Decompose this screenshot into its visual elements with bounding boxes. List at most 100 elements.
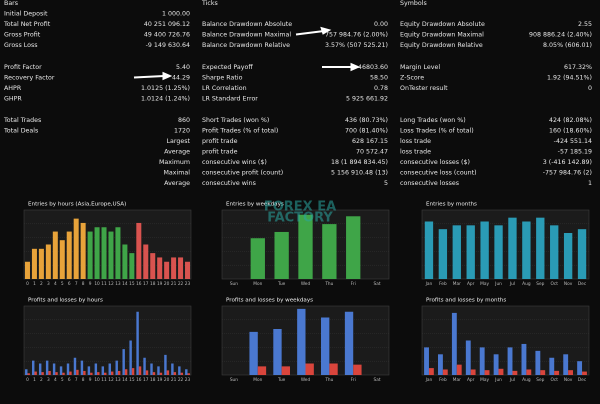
stat-value: 18 (1 894 834.45) [331,159,388,166]
x-tick-label: Jun [494,281,502,287]
stat-label: consecutive losses ($) [400,159,470,166]
x-tick-label: 10 [94,281,100,287]
stat-label: Maximal [163,170,190,177]
stat-value: 1.92 (94.51%) [547,75,592,82]
bar [73,357,77,375]
stat-label: Largest [167,138,191,145]
bar [257,366,267,375]
bar [152,372,156,375]
stat-value: 1.0125 (1.25%) [141,85,190,92]
x-tick-label: 9 [89,281,92,287]
x-tick-label: Tue [277,281,286,287]
x-tick-label: 8 [82,281,85,287]
x-tick-label: 13 [115,377,121,383]
stat-label: Loss Trades (% of total) [400,128,474,135]
stat-value: 40 251 096.12 [144,21,190,28]
x-tick-label: Jul [509,281,515,287]
bar [143,244,149,279]
bar [274,231,289,279]
bar [80,360,84,375]
bar [438,354,443,375]
x-tick-label: Aug [522,281,531,287]
stat-label: Equity Drawdown Relative [400,42,483,49]
stat-value: 0 [588,85,592,92]
bar [305,363,314,375]
arrows [133,26,361,81]
bar [157,257,163,279]
bar [563,354,569,375]
x-tick-label: 3 [47,377,50,383]
bar [124,369,128,375]
bar [32,360,35,375]
x-tick-label: 3 [47,281,50,287]
bar [59,366,63,375]
x-tick-label: Sun [230,377,238,383]
x-tick-label: 14 [122,281,128,287]
x-tick-label: Tue [277,377,286,383]
bar [577,361,583,375]
bar [493,354,499,375]
x-tick-label: Mar [453,377,461,383]
x-tick-label: 19 [157,377,163,383]
stat-value: 700 (81.40%) [345,128,388,135]
bar [94,227,100,279]
bar [470,369,476,375]
x-tick-label: 21 [171,377,177,383]
x-tick-label: 0 [26,377,29,383]
bar [479,347,485,375]
bar [480,221,489,279]
x-tick-label: 19 [157,281,163,287]
bar [101,366,105,375]
bar [45,244,51,279]
plot-area [421,209,590,280]
bar [150,253,156,279]
stat-value: 8.05% (606.01) [543,42,592,49]
plot-area [421,305,590,376]
x-tick-label: Sun [230,281,238,287]
stat-label: Recovery Factor [4,75,55,82]
stat-label: Total Deals [3,128,38,135]
x-tick-label: Oct [550,281,558,287]
x-tick-label: 6 [68,377,71,383]
bar [508,217,517,279]
stat-label: Average [164,149,190,156]
stat-label: loss trade [400,138,431,145]
x-tick-label: 23 [185,281,191,287]
arrow [133,75,165,79]
stat-label: loss trade [400,149,431,156]
chart-title: Entries by hours (Asia,Europe,USA) [28,202,126,208]
x-tick-label: 6 [68,281,71,287]
bar [452,225,461,279]
x-tick-label: 20 [164,377,170,383]
arrow-head [350,62,361,72]
bar [297,308,306,375]
x-tick-label: 22 [178,281,184,287]
x-tick-label: 18 [150,281,156,287]
x-tick-label: 10 [94,377,100,383]
x-tick-label: 18 [150,377,156,383]
bar [187,373,190,375]
bar [526,369,532,375]
bar [512,370,518,375]
bar [145,370,149,375]
x-tick-label: 20 [164,281,170,287]
bar [484,370,490,375]
arrow-head [320,26,332,35]
bar [273,329,282,375]
x-tick-label: Dec [578,377,587,383]
bar [80,222,86,279]
bar [66,363,70,375]
bar [87,231,93,279]
x-tick-label: Sat [374,281,381,287]
x-tick-label: 2 [40,377,43,383]
bar [353,364,362,375]
x-tick-label: Sat [374,377,381,383]
bar [522,221,531,279]
x-tick-label: 1 [33,281,36,287]
stat-value: 860 [178,117,190,124]
bar [164,354,167,375]
stat-label: OnTester result [400,85,448,92]
stat-value: 2.55 [578,21,592,28]
bar [41,372,44,375]
x-tick-label: 15 [129,281,135,287]
